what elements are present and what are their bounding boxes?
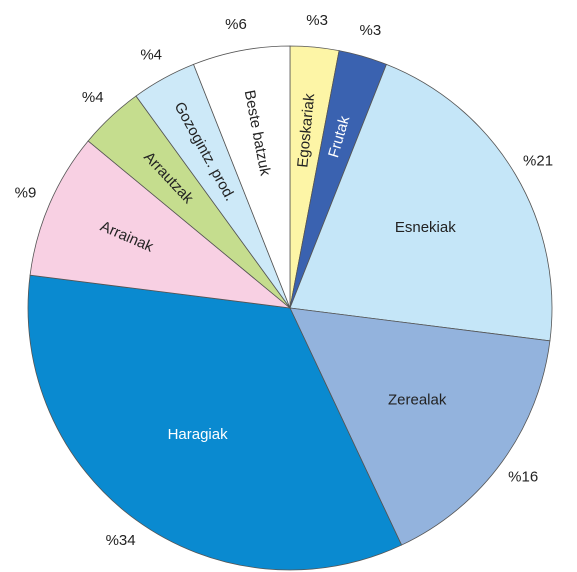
value-label: %6 bbox=[225, 16, 247, 33]
slice bbox=[289, 307, 551, 546]
slice bbox=[27, 274, 403, 571]
value-label: %4 bbox=[82, 89, 104, 106]
slice bbox=[193, 45, 291, 309]
category-label: Egoskariak bbox=[294, 92, 318, 168]
category-label: Haragiak bbox=[168, 426, 229, 443]
value-label: %16 bbox=[508, 468, 538, 485]
category-label: Esnekiak bbox=[395, 219, 456, 236]
value-label: %21 bbox=[523, 152, 553, 169]
value-label: %34 bbox=[106, 532, 136, 549]
value-label: %3 bbox=[360, 22, 382, 39]
category-label: Zerealak bbox=[388, 391, 447, 408]
slice bbox=[289, 63, 553, 342]
value-label: %4 bbox=[140, 46, 162, 63]
value-label: %3 bbox=[306, 12, 328, 29]
slice bbox=[29, 140, 292, 309]
value-label: %9 bbox=[15, 185, 37, 202]
